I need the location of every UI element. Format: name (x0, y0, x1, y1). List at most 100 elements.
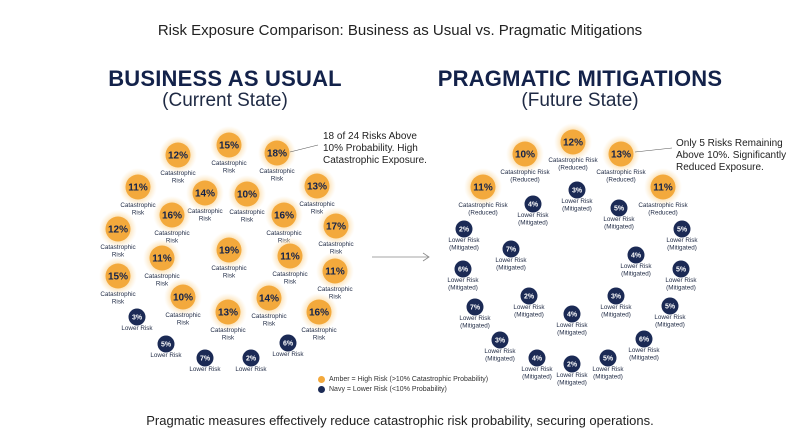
bubble-percent: 11% (152, 254, 172, 265)
bubble-percent: 16% (274, 211, 294, 222)
bubble-circle (627, 246, 645, 264)
bubble-label: Lower Risk (592, 366, 624, 373)
right-note-line: Reduced Exposure. (676, 162, 764, 173)
bubble-label: Lower Risk (666, 237, 698, 244)
lower-risk-bubble: 5% Lower Risk(Mitigated) (666, 220, 698, 252)
bubble-label: Lower Risk (561, 198, 593, 205)
bubble-percent: 5% (161, 342, 172, 349)
bubble-circle (264, 140, 290, 166)
bubble-percent: 10% (515, 150, 535, 161)
lower-risk-bubble: 2% Lower Risk (235, 349, 267, 373)
legend-amber-label: Amber = High Risk (>10% Catastrophic Pro… (329, 376, 489, 383)
bubble-percent: 7% (506, 247, 517, 254)
bubble-circle (277, 243, 303, 269)
bubble-circle (672, 260, 690, 278)
lower-risk-bubble: 3% Lower Risk (121, 308, 153, 332)
bubble-label: (Reduced) (510, 177, 539, 184)
bubble-percent: 3% (495, 338, 506, 345)
bubble-label: Catastrophic (210, 327, 245, 334)
bubble-label: Lower Risk (484, 348, 516, 355)
bubble-circle (196, 349, 214, 367)
bubble-label: Lower Risk (620, 263, 652, 270)
bubble-percent: 3% (132, 315, 143, 322)
bubble-circle (524, 195, 542, 213)
bubble-label: Catastrophic (301, 327, 336, 334)
right-note-leader (634, 147, 673, 153)
bubble-label: Risk (223, 168, 236, 175)
bubble-label: (Mitigated) (522, 374, 552, 381)
lower-risk-bubble: 5% Lower Risk(Mitigated) (654, 297, 686, 329)
bubble-circle (234, 181, 260, 207)
bubble-label: Catastrophic (120, 202, 155, 209)
lower-risk-bubble: 5% Lower Risk(Mitigated) (665, 260, 697, 292)
bubble-label: (Mitigated) (621, 271, 651, 278)
bubble-label: Lower Risk (556, 322, 588, 329)
bubble-label: Lower Risk (495, 257, 527, 264)
bubble-circle (454, 260, 472, 278)
high-risk-bubble: 11% Catastrophic Risk(Reduced) (458, 168, 509, 217)
bubble-label: Catastrophic (229, 209, 264, 216)
bubble-label: Risk (166, 238, 179, 245)
bubble-label: (Mitigated) (601, 312, 631, 319)
high-risk-bubble: 10% Catastrophic Risk(Reduced) (500, 135, 551, 184)
bubble-label: Risk (263, 321, 276, 328)
lower-risk-bubble: 6% Lower Risk(Mitigated) (447, 260, 479, 292)
bubble-circle (466, 298, 484, 316)
bubble-label: Risk (311, 209, 324, 216)
bubble-percent: 13% (611, 150, 631, 161)
bubble-percent: 15% (108, 272, 128, 283)
bubble-percent: 7% (470, 305, 481, 312)
bubble-label: (Mitigated) (518, 220, 548, 227)
legend-item-amber: Amber = High Risk (>10% Catastrophic Pro… (318, 376, 488, 383)
bubble-label: Catastrophic (187, 208, 222, 215)
right-note: Only 5 Risks Remaining Above 10%. Signif… (676, 138, 786, 174)
bubble-percent: 2% (459, 227, 470, 234)
lower-risk-bubble: 5% Lower Risk (150, 335, 182, 359)
bubble-label: (Mitigated) (593, 374, 623, 381)
right-note-line: Only 5 Risks Remaining (676, 138, 783, 149)
bubble-percent: 13% (307, 182, 327, 193)
left-header: BUSINESS AS USUAL (108, 66, 342, 91)
bubble-label: Risk (284, 279, 297, 286)
bubble-circle (563, 355, 581, 373)
bubble-percent: 5% (614, 206, 625, 213)
bubble-circle (599, 349, 617, 367)
bubble-label: Risk (329, 294, 342, 301)
bubble-circle (470, 174, 496, 200)
amber-dot-icon (318, 376, 325, 383)
bubble-label: Lower Risk (459, 315, 491, 322)
footer-caption: Pragmatic measures effectively reduce ca… (146, 413, 654, 428)
bubble-circle (608, 141, 634, 167)
bubble-label: Risk (241, 217, 254, 224)
lower-risk-bubble: 5% Lower Risk(Mitigated) (603, 199, 635, 231)
bubble-circle (673, 220, 691, 238)
bubble-percent: 17% (326, 222, 346, 233)
bubble-label: Catastrophic (100, 291, 135, 298)
bubble-label: (Mitigated) (557, 380, 587, 387)
bubble-circle (607, 287, 625, 305)
bubble-circle (306, 299, 332, 325)
bubble-percent: 11% (653, 183, 673, 194)
bubble-circle (610, 199, 628, 217)
bubble-percent: 14% (259, 294, 279, 305)
bubble-circle (170, 284, 196, 310)
lower-risk-bubble: 4% Lower Risk(Mitigated) (521, 349, 553, 381)
bubble-label: Risk (156, 281, 169, 288)
bubble-label: Lower Risk (628, 347, 660, 354)
bubble-circle (216, 132, 242, 158)
bubble-label: Catastrophic (165, 312, 200, 319)
bubble-percent: 4% (631, 253, 642, 260)
bubble-layer: 15%CatastrophicRisk12%CatastrophicRisk18… (99, 123, 698, 387)
bubble-label: Lower Risk (556, 372, 588, 379)
bubble-label: (Mitigated) (667, 245, 697, 252)
bubble-percent: 19% (219, 246, 239, 257)
bubble-label: Lower Risk (513, 304, 545, 311)
bubble-circle (192, 180, 218, 206)
navy-dot-icon (318, 386, 325, 393)
bubble-label: Catastrophic (154, 230, 189, 237)
bubble-label: Lower Risk (665, 277, 697, 284)
lower-risk-bubble: 2% Lower Risk(Mitigated) (448, 220, 480, 252)
